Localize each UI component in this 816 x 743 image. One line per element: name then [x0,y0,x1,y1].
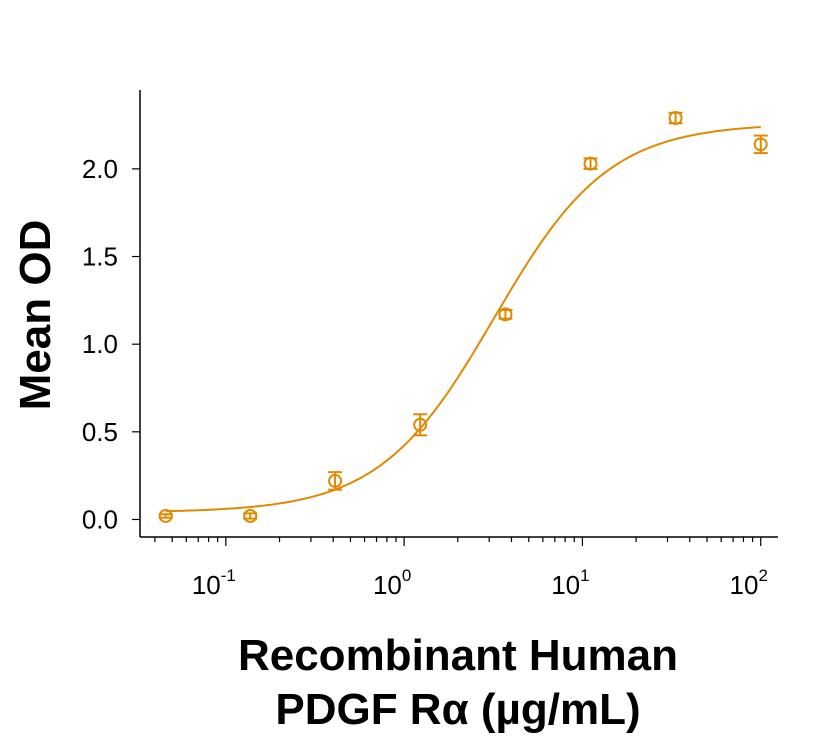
point-marker [668,111,683,126]
fit-curve [165,126,761,513]
x-tick-label: 100 [373,566,411,600]
data-point [753,134,768,155]
point-marker [498,307,513,322]
point-marker [753,137,768,152]
x-axis-title-line1: Recombinant Human [238,631,678,680]
x-tick-label: 101 [551,566,589,600]
point-marker [413,417,428,432]
data-point [158,508,173,523]
data-points [158,111,768,523]
y-tick-label: 1.5 [82,242,118,272]
data-point [498,307,513,322]
y-tick-label: 0.5 [82,417,118,447]
data-point [413,413,428,437]
x-axis-ticks: 10-1 100 101 102 [154,537,768,600]
x-tick-label: 102 [730,566,768,600]
x-tick-label: 10-1 [192,566,236,600]
data-point [583,156,598,171]
data-point [668,111,683,126]
point-marker [583,156,598,171]
y-tick-label: 0.0 [82,504,118,534]
point-marker [158,508,173,523]
y-axis-title: Mean OD [11,220,60,411]
point-marker [243,508,258,523]
data-point [328,471,343,491]
x-axis-title-line2: PDGF Rα (µg/mL) [275,685,640,734]
y-axis-ticks: 0.0 0.5 1.0 1.5 2.0 [82,154,140,534]
axes [139,90,778,538]
data-point [243,508,258,523]
point-marker [328,473,343,488]
y-tick-label: 2.0 [82,154,118,184]
y-tick-label: 1.0 [82,329,118,359]
